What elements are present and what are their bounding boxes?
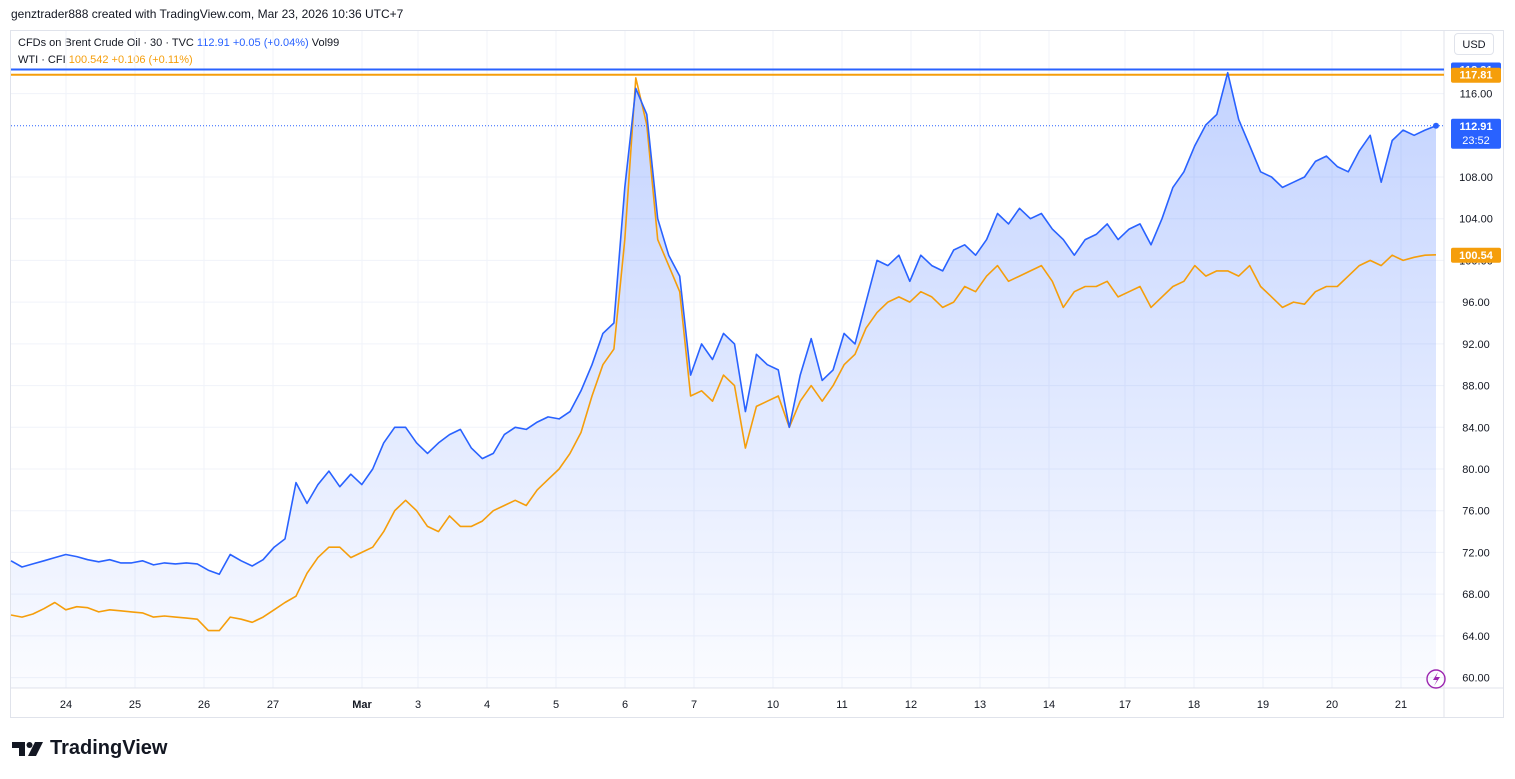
y-tick-label: 76.00 <box>1462 506 1490 518</box>
y-tick-label: 116.00 <box>1460 89 1493 101</box>
brand-name: TradingView <box>50 737 168 759</box>
x-tick-label: 4 <box>484 699 490 711</box>
legend-brent-change: +0.05 (+0.04%) <box>232 37 309 49</box>
time-axis: 24 25 26 27 Mar 3 4 5 6 7 10 11 12 13 14 17 18 19 20 21 <box>60 699 1407 711</box>
tradingview-logo[interactable]: TradingView <box>12 737 167 760</box>
y-tick-label: 64.00 <box>1462 631 1490 643</box>
legend-wti[interactable]: WTI · CFI 100.542 +0.106 (+0.11%) <box>18 52 339 69</box>
y-tick-label: 80.00 <box>1462 464 1490 476</box>
x-tick-label: 18 <box>1188 699 1200 711</box>
y-tick-label: 104.00 <box>1459 214 1493 226</box>
y-tick-label: 108.00 <box>1459 172 1493 184</box>
y-tick-label: 84.00 <box>1462 422 1490 434</box>
brent-last-point <box>1433 122 1439 129</box>
countdown-tag: 23:52 <box>1462 135 1490 147</box>
legend-wti-name: WTI · CFI <box>18 54 66 66</box>
chart-legend: CFDs on Brent Crude Oil · 30 · TVC 112.9… <box>18 35 339 69</box>
x-tick-label: 7 <box>691 699 697 711</box>
currency-button[interactable]: USD <box>1454 33 1494 55</box>
brent_last-tag-bg <box>1451 118 1501 149</box>
x-tick-label: 19 <box>1257 699 1269 711</box>
x-tick-label: 24 <box>60 699 72 711</box>
tradingview-logo-icon <box>12 741 43 756</box>
x-tick-label: 10 <box>767 699 779 711</box>
legend-wti-price: 100.542 <box>68 54 109 66</box>
brent-series-line <box>10 71 1437 576</box>
x-tick-label: 20 <box>1326 699 1338 711</box>
wti_high-tag-bg <box>1451 67 1501 83</box>
y-tick-label: 92.00 <box>1462 339 1490 351</box>
price-axis: 116.00108.00104.00100.0096.0092.0088.008… <box>1459 89 1493 685</box>
x-tick-label: Mar <box>352 699 372 711</box>
legend-brent-name: CFDs on Brent Crude Oil · 30 · TVC <box>18 37 194 49</box>
x-tick-label: 5 <box>553 699 559 711</box>
x-tick-label: 26 <box>198 699 210 711</box>
x-tick-label: 17 <box>1119 699 1131 711</box>
wti_last-tag: 100.54 <box>1459 250 1494 262</box>
x-tick-label: 25 <box>129 699 141 711</box>
legend-brent-vol: Vol99 <box>311 37 340 49</box>
y-tick-label: 60.00 <box>1462 673 1490 685</box>
chart-frame[interactable] <box>10 30 1504 718</box>
wti_high-tag: 117.81 <box>1459 70 1492 82</box>
brent-area-fill <box>11 72 1436 688</box>
y-tick-label: 68.00 <box>1462 589 1490 601</box>
legend-wti-change: +0.106 (+0.11%) <box>111 54 193 66</box>
brent_last-tag: 112.91 <box>1459 121 1492 133</box>
x-tick-label: 27 <box>267 699 279 711</box>
x-tick-label: 13 <box>974 699 986 711</box>
x-tick-label: 14 <box>1043 699 1055 711</box>
lightning-icon[interactable] <box>1426 669 1446 689</box>
y-tick-label: 72.00 <box>1462 547 1490 559</box>
x-tick-label: 3 <box>415 699 421 711</box>
chart-caption: genztrader888 created with TradingView.c… <box>11 7 404 21</box>
x-tick-label: 21 <box>1395 699 1407 711</box>
wti-series-line <box>10 77 1437 632</box>
x-tick-label: 12 <box>905 699 917 711</box>
x-tick-label: 6 <box>622 699 628 711</box>
x-tick-label: 11 <box>836 699 847 711</box>
y-tick-label: 88.00 <box>1462 381 1490 393</box>
legend-brent-price: 112.91 <box>196 37 230 49</box>
wti_last-tag-bg <box>1451 247 1501 263</box>
y-tick-label: 96.00 <box>1462 297 1490 309</box>
legend-brent[interactable]: CFDs on Brent Crude Oil · 30 · TVC 112.9… <box>18 35 339 52</box>
